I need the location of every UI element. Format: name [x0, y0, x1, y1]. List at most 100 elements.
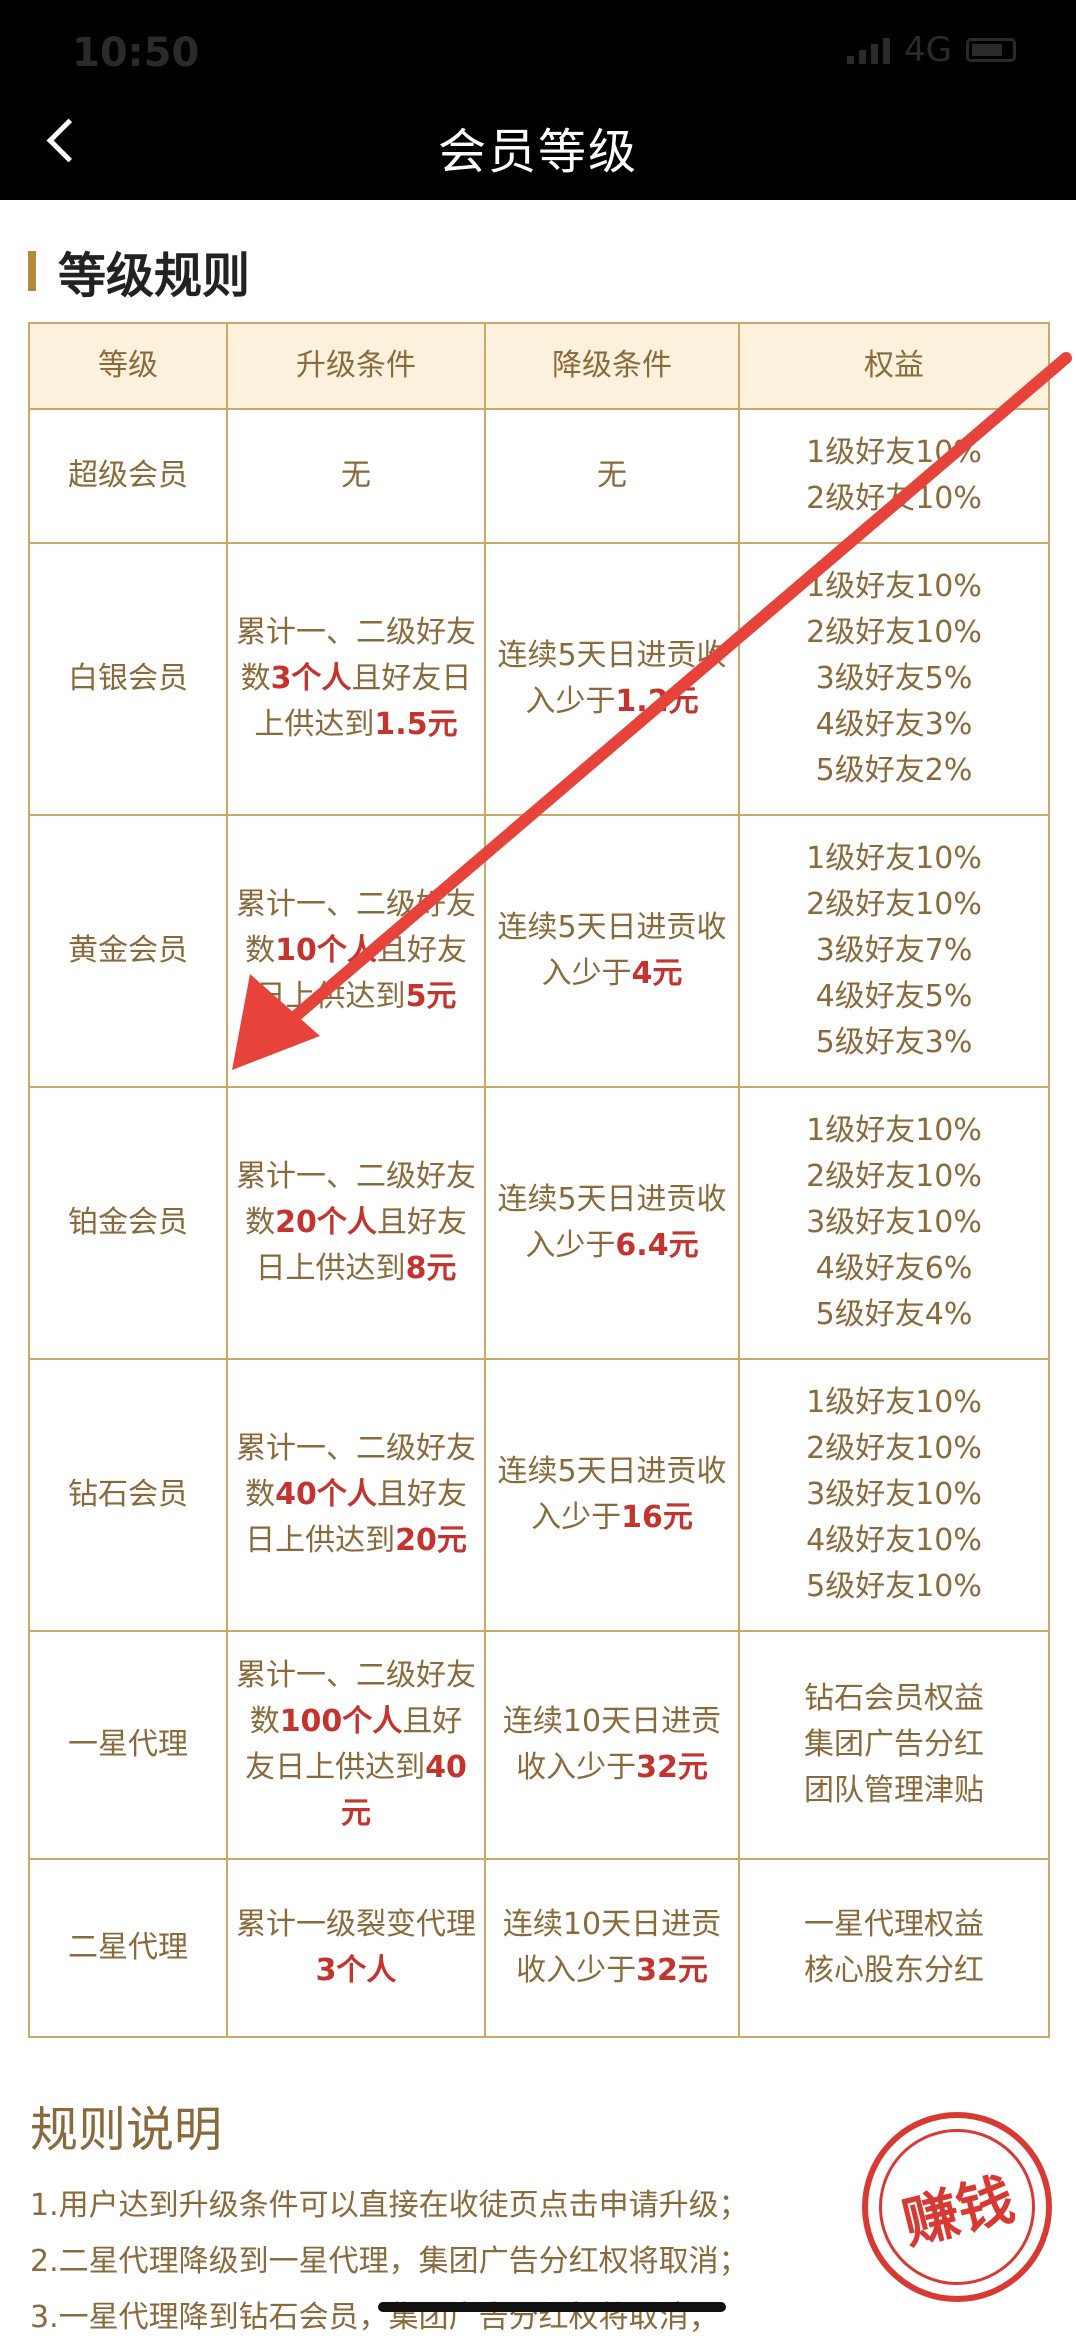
benefit-item: 3级好友10% [806, 1477, 982, 1512]
highlight-value: 1.2元 [615, 684, 699, 719]
earn-money-stamp: 赚钱 [862, 2112, 1052, 2302]
page-title: 会员等级 [437, 124, 638, 180]
highlight-value: 1.5元 [374, 707, 458, 742]
section-title: 等级规则 [58, 248, 251, 304]
stamp-text: 赚钱 [862, 2112, 1052, 2302]
benefit-item: 5级好友3% [815, 1025, 973, 1060]
condition-text: 累计一级裂变代理 [236, 1907, 476, 1942]
header-benefits: 权益 [738, 322, 1050, 410]
rules-note-line: 1.用户达到升级条件可以直接在收徒页点击申请升级； [30, 2188, 749, 2223]
header-level: 等级 [28, 322, 228, 410]
benefit-item: 集团广告分红 [804, 1727, 984, 1762]
highlight-value: 32元 [636, 1953, 708, 1988]
benefit-item: 4级好友6% [815, 1251, 973, 1286]
level-cell: 一星代理 [28, 1630, 228, 1860]
level-cell: 超级会员 [28, 408, 228, 544]
benefit-item: 1级好友10% [806, 1113, 982, 1148]
level-cell: 二星代理 [28, 1858, 228, 2038]
level-cell: 钻石会员 [28, 1358, 228, 1632]
benefit-item: 5级好友10% [806, 1569, 982, 1604]
condition-text: 连续5天日进贡收入少于 [497, 1182, 727, 1263]
condition-text: 且好友日上供达到 [245, 1704, 463, 1785]
benefits-cell: 1级好友10% 2级好友10% 3级好友7% 4级好友5% 5级好友3% [738, 814, 1050, 1088]
benefits-cell: 钻石会员权益 集团广告分红 团队管理津贴 [738, 1630, 1050, 1860]
table-row: 二星代理 累计一级裂变代理 3个人 连续10天日进贡收入少于32元 一星代理权益 核心股东… [28, 1858, 1050, 2038]
section-accent-bar [28, 251, 36, 291]
highlight-value: 16元 [621, 1500, 693, 1535]
benefit-item: 1级好友10% [806, 435, 982, 470]
status-right: 4G [847, 30, 1016, 70]
downgrade-cell: 连续5天日进贡收入少于4元 [484, 814, 740, 1088]
benefit-item: 4级好友3% [815, 707, 973, 742]
upgrade-cell: 无 [226, 408, 486, 544]
nav-bar: 会员等级 [0, 100, 1076, 180]
benefit-item: 核心股东分红 [804, 1953, 984, 1988]
downgrade-cell: 连续10天日进贡收入少于32元 [484, 1630, 740, 1860]
benefit-item: 1级好友10% [806, 841, 982, 876]
benefit-item: 4级好友10% [806, 1523, 982, 1558]
benefit-item: 2级好友10% [806, 615, 982, 650]
benefits-cell: 1级好友10% 2级好友10% 3级好友10% 4级好友6% 5级好友4% [738, 1086, 1050, 1360]
table-row: 黄金会员 累计一、二级好友数10个人且好友日上供达到5元 连续5天日进贡收入少于4元… [28, 814, 1050, 1088]
signal-icon [847, 36, 891, 64]
upgrade-cell: 累计一、二级好友数3个人且好友日上供达到1.5元 [226, 542, 486, 816]
table-header-row: 等级 升级条件 降级条件 权益 [28, 322, 1050, 410]
condition-text: 连续10天日进贡收入少于 [502, 1704, 722, 1785]
condition-text: 无 [597, 458, 627, 493]
rules-note-title: 规则说明 [30, 2102, 223, 2158]
downgrade-cell: 连续5天日进贡收入少于1.2元 [484, 542, 740, 816]
highlight-value: 40个人 [275, 1477, 377, 1512]
section-heading: 等级规则 [28, 236, 250, 306]
highlight-value: 32元 [636, 1750, 708, 1785]
benefit-item: 5级好友2% [815, 753, 973, 788]
rules-note-line: 2.二星代理降级到一星代理，集团广告分红权将取消； [30, 2244, 749, 2279]
rules-note-line: 3.一星代理降到钻石会员，集团广告分红权将取消； [30, 2300, 719, 2335]
benefit-item: 3级好友7% [815, 933, 973, 968]
highlight-value: 20个人 [275, 1205, 377, 1240]
level-cell: 黄金会员 [28, 814, 228, 1088]
benefit-item: 3级好友10% [806, 1205, 982, 1240]
network-label: 4G [904, 30, 952, 70]
battery-icon [966, 38, 1016, 62]
upgrade-cell: 累计一、二级好友数40个人且好友日上供达到20元 [226, 1358, 486, 1632]
benefit-item: 5级好友4% [815, 1297, 973, 1332]
downgrade-cell: 无 [484, 408, 740, 544]
downgrade-cell: 连续5天日进贡收入少于16元 [484, 1358, 740, 1632]
benefit-item: 2级好友10% [806, 481, 982, 516]
benefit-item: 2级好友10% [806, 1431, 982, 1466]
benefit-item: 1级好友10% [806, 569, 982, 604]
table-row: 一星代理 累计一、二级好友数100个人且好友日上供达到40元 连续10天日进贡收入少… [28, 1630, 1050, 1860]
level-cell: 铂金会员 [28, 1086, 228, 1360]
table-row: 超级会员 无 无 1级好友10% 2级好友10% [28, 408, 1050, 544]
condition-text: 且好友日上供达到 [245, 1477, 467, 1558]
benefits-cell: 1级好友10% 2级好友10% [738, 408, 1050, 544]
benefit-item: 钻石会员权益 [804, 1681, 984, 1716]
home-indicator [378, 2302, 726, 2312]
benefit-item: 一星代理权益 [804, 1907, 984, 1942]
benefits-cell: 1级好友10% 2级好友10% 3级好友10% 4级好友10% 5级好友10% [738, 1358, 1050, 1632]
benefit-item: 2级好友10% [806, 1159, 982, 1194]
highlight-value: 10个人 [275, 933, 377, 968]
downgrade-cell: 连续5天日进贡收入少于6.4元 [484, 1086, 740, 1360]
benefit-item: 团队管理津贴 [804, 1773, 984, 1808]
highlight-value: 8元 [405, 1251, 457, 1286]
highlight-value: 20元 [395, 1523, 467, 1558]
top-bar: 10:50 4G 会员等级 [0, 0, 1076, 200]
highlight-value: 4元 [631, 956, 683, 991]
condition-text: 且好友日上供达到 [255, 1205, 467, 1286]
downgrade-cell: 连续10天日进贡收入少于32元 [484, 1858, 740, 2038]
level-cell: 白银会员 [28, 542, 228, 816]
highlight-value: 40元 [341, 1750, 467, 1831]
level-rules-table: 等级 升级条件 降级条件 权益 超级会员无无 1级好友10% 2级好友10% 白银会员… [28, 322, 1050, 2038]
benefits-cell: 1级好友10% 2级好友10% 3级好友5% 4级好友3% 5级好友2% [738, 542, 1050, 816]
benefit-item: 3级好友5% [815, 661, 973, 696]
benefit-item: 1级好友10% [806, 1385, 982, 1420]
header-upgrade: 升级条件 [226, 322, 486, 410]
table-row: 白银会员 累计一、二级好友数3个人且好友日上供达到1.5元 连续5天日进贡收入少于1… [28, 542, 1050, 816]
highlight-value: 100个人 [279, 1704, 403, 1739]
status-time: 10:50 [72, 30, 200, 76]
highlight-value: 3个人 [315, 1953, 397, 1988]
highlight-value: 3个人 [270, 661, 352, 696]
rules-note: 规则说明 1.用户达到升级条件可以直接在收徒页点击申请升级； 2.二星代理降级到… [30, 2090, 1030, 2346]
condition-text: 累计一、二级好友数 [236, 1159, 476, 1240]
